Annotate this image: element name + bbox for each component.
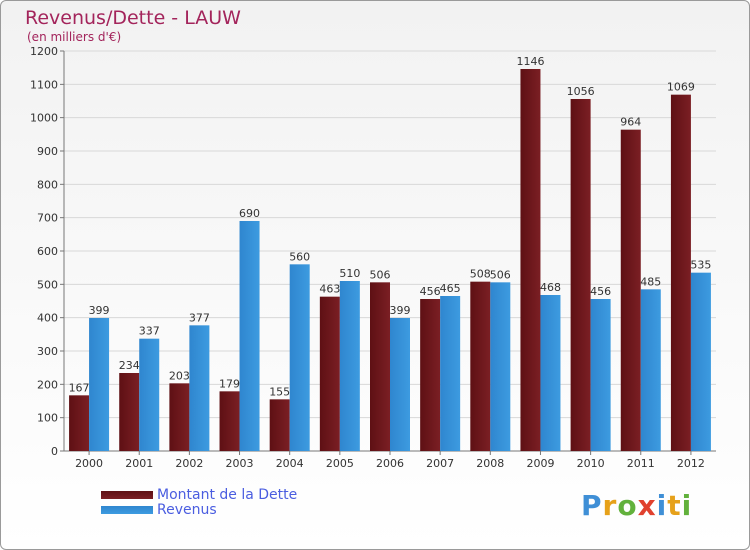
bar-revenue	[690, 272, 711, 451]
data-label-debt: 506	[370, 268, 391, 281]
logo-letter: i	[681, 489, 693, 522]
bar-revenue	[189, 325, 210, 451]
data-label-debt: 463	[319, 283, 340, 296]
x-tick-label: 2006	[376, 457, 404, 470]
data-label-revenue: 560	[289, 250, 310, 263]
chart-title: Revenus/Dette - LAUW	[25, 7, 241, 29]
x-tick-label: 2000	[75, 457, 103, 470]
x-tick-label: 2004	[276, 457, 304, 470]
data-label-debt: 155	[269, 385, 290, 398]
data-label-revenue: 535	[690, 259, 711, 272]
data-label-revenue: 399	[89, 304, 110, 317]
bar-revenue	[390, 318, 410, 451]
data-label-revenue: 337	[139, 325, 160, 338]
bar-debt	[420, 299, 441, 451]
legend-item-revenue: Revenus	[101, 501, 297, 518]
x-tick-label: 2011	[627, 457, 655, 470]
logo-letter: o	[617, 489, 638, 522]
bar-revenue	[339, 281, 360, 451]
data-label-debt: 508	[470, 268, 491, 281]
bar-debt	[169, 383, 190, 451]
bar-debt	[620, 129, 641, 451]
data-label-debt: 456	[420, 285, 441, 298]
y-tick-label: 100	[37, 412, 58, 425]
y-tick-label: 800	[37, 178, 58, 191]
y-tick-label: 0	[51, 445, 58, 458]
y-tick-label: 1100	[30, 78, 58, 91]
data-label-debt: 234	[119, 359, 140, 372]
y-tick-label: 600	[37, 245, 58, 258]
x-tick-label: 2012	[677, 457, 705, 470]
y-tick-label: 500	[37, 278, 58, 291]
y-tick-label: 1200	[30, 45, 58, 58]
bar-revenue	[289, 264, 310, 451]
bar-debt	[670, 94, 691, 452]
y-tick-label: 300	[37, 345, 58, 358]
x-tick-label: 2003	[226, 457, 254, 470]
data-label-debt: 1056	[567, 85, 595, 98]
bar-revenue	[540, 295, 561, 451]
bar-debt	[570, 99, 591, 451]
data-label-debt: 203	[169, 369, 190, 382]
bar-debt	[370, 282, 390, 451]
data-label-debt: 179	[219, 377, 240, 390]
bar-debt	[269, 399, 290, 451]
data-label-revenue: 510	[339, 267, 360, 280]
x-tick-label: 2001	[125, 457, 153, 470]
logo-letter: r	[602, 489, 618, 522]
y-tick-label: 400	[37, 312, 58, 325]
legend-item-debt: Montant de la Dette	[101, 486, 298, 503]
y-tick-label: 900	[37, 145, 58, 158]
bar-debt	[319, 296, 340, 451]
y-tick-label: 1000	[30, 112, 58, 125]
bar-revenue	[590, 299, 611, 451]
x-tick-label: 2002	[175, 457, 203, 470]
data-label-revenue: 456	[590, 285, 611, 298]
data-label-revenue: 485	[640, 275, 661, 288]
data-label-revenue: 465	[440, 282, 461, 295]
data-label-debt: 167	[69, 381, 90, 394]
x-tick-label: 2010	[577, 457, 605, 470]
logo-letter: i	[656, 489, 668, 522]
logo-letter: x	[637, 489, 657, 522]
bar-revenue	[139, 338, 160, 451]
logo-letter: P	[581, 489, 603, 522]
bar-debt	[119, 373, 140, 451]
data-label-debt: 964	[620, 116, 641, 129]
y-tick-label: 200	[37, 378, 58, 391]
data-label-debt: 1069	[667, 81, 695, 94]
proxiti-logo: Proxiti	[581, 489, 692, 522]
y-tick-label: 700	[37, 212, 58, 225]
bar-revenue	[440, 296, 461, 451]
legend-swatch-revenue	[101, 505, 153, 514]
bar-debt	[69, 395, 90, 451]
bar-revenue	[640, 289, 661, 451]
data-label-debt: 1146	[516, 55, 544, 68]
legend-label-debt: Montant de la Dette	[157, 486, 298, 503]
x-tick-label: 2005	[326, 457, 354, 470]
chart-subtitle: (en milliers d'€)	[27, 30, 122, 44]
bar-debt	[219, 391, 240, 451]
bar-revenue	[239, 221, 260, 451]
legend: Montant de la Dette Revenus	[101, 486, 298, 518]
data-label-revenue: 468	[540, 281, 561, 294]
bar-revenue	[89, 318, 110, 451]
legend-label-revenue: Revenus	[157, 501, 217, 518]
data-label-revenue: 377	[189, 311, 210, 324]
data-label-revenue: 506	[490, 268, 511, 281]
x-tick-label: 2008	[476, 457, 504, 470]
x-tick-label: 2007	[426, 457, 454, 470]
bar-debt	[470, 281, 491, 451]
bar-debt	[520, 69, 541, 451]
bar-revenue	[490, 282, 511, 451]
logo-letter: t	[667, 489, 682, 522]
data-label-revenue: 690	[239, 207, 260, 220]
x-tick-label: 2009	[526, 457, 554, 470]
legend-swatch-debt	[101, 490, 153, 499]
data-label-revenue: 399	[390, 304, 411, 317]
